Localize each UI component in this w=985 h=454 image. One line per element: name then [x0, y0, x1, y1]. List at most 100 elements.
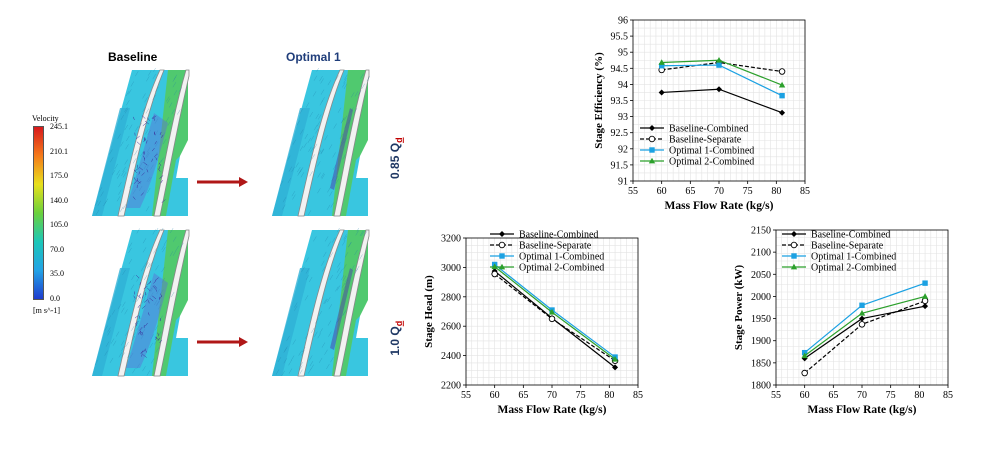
x-axis-label: Mass Flow Rate (kg/s) [665, 200, 774, 212]
recirculation-vector [142, 122, 147, 127]
velocity-field-baseline-085 [92, 68, 190, 217]
velocity-vector [152, 74, 156, 80]
velocity-vector [168, 102, 173, 108]
recirculation-vector [157, 168, 161, 172]
colorbar-title: Velocity [32, 114, 59, 123]
velocity-vector [136, 325, 140, 331]
velocity-vector [315, 318, 319, 324]
marker-triangle [611, 355, 619, 362]
y-axis-label: Stage Power (kW) [733, 264, 745, 350]
velocity-vector [161, 277, 166, 283]
velocity-vector [317, 150, 322, 156]
y-tick-label: 1950 [751, 314, 771, 325]
velocity-vector [173, 236, 177, 242]
velocity-vector [112, 340, 117, 346]
passage-group [272, 228, 370, 377]
velocity-vector [308, 146, 312, 152]
velocity-vector [146, 147, 151, 153]
velocity-vector [94, 359, 99, 365]
velocity-vector [309, 111, 313, 118]
velocity-vector [283, 358, 288, 364]
velocity-vector [348, 241, 352, 248]
marker-diamond [499, 231, 505, 237]
legend-label: Optimal 1-Combined [669, 146, 754, 157]
y-tick-label: 91.5 [611, 160, 629, 171]
velocity-vector [343, 235, 348, 241]
velocity-vector [152, 94, 156, 101]
velocity-vector [115, 331, 120, 337]
y-axis-label: Stage Efficiency (%) [593, 52, 605, 149]
recirculation-vector [137, 181, 142, 185]
velocity-vector [344, 252, 349, 258]
velocity-vector [170, 291, 175, 298]
velocity-vector [304, 133, 308, 140]
series-optimal-2-combined [801, 293, 929, 359]
velocity-vector [313, 125, 318, 131]
velocity-vector [344, 74, 348, 80]
velocity-vector [120, 141, 124, 147]
velocity-vector [132, 368, 136, 374]
velocity-vector [133, 158, 137, 164]
velocity-vector [149, 261, 153, 267]
velocity-vector [317, 333, 321, 339]
separation-zone [126, 113, 168, 208]
velocity-vector [299, 145, 304, 152]
velocity-vector [149, 342, 153, 348]
velocity-vector [141, 298, 146, 304]
velocity-vector [337, 262, 341, 268]
wake-streak [330, 268, 353, 350]
velocity-vector [300, 172, 305, 178]
recirculation-vector [140, 350, 144, 354]
velocity-vector [318, 310, 322, 317]
recirculation-vector [147, 117, 151, 121]
velocity-vector [122, 203, 127, 210]
recirculation-vector [137, 164, 139, 168]
legend: Baseline-CombinedBaseline-SeparateOptima… [782, 230, 896, 274]
velocity-vector [336, 285, 341, 291]
passage-group [92, 68, 190, 217]
recirculation-vector [138, 293, 141, 297]
velocity-vector [112, 169, 116, 175]
velocity-vector [310, 147, 314, 153]
velocity-vector [148, 177, 152, 183]
row-label-085-text: 0.85 Q [387, 142, 402, 179]
colorbar-unit: [m s^-1] [33, 306, 61, 315]
velocity-vector [304, 333, 309, 339]
x-tick-label: 85 [943, 390, 953, 401]
velocity-vector [116, 196, 121, 202]
legend-label: Optimal 1-Combined [811, 252, 896, 263]
velocity-vector [118, 189, 122, 195]
velocity-vector [361, 230, 365, 236]
recirculation-vector [160, 134, 164, 139]
velocity-vector [157, 331, 162, 337]
velocity-vector [342, 154, 346, 160]
marker-circle [498, 241, 506, 249]
velocity-vector [147, 187, 151, 194]
velocity-vector [140, 334, 145, 340]
y-tick-label: 96 [618, 16, 628, 27]
velocity-vector [143, 261, 148, 267]
series-optimal-1-combined [491, 261, 618, 360]
velocity-vector [324, 298, 328, 304]
velocity-vector [339, 268, 343, 275]
velocity-vector [145, 151, 149, 157]
velocity-vector [321, 342, 326, 348]
recirculation-vector [141, 305, 146, 309]
velocity-vector [117, 133, 121, 139]
velocity-vector [175, 245, 179, 252]
velocity-vector [154, 118, 159, 124]
marker-circle [548, 315, 556, 323]
velocity-vector [302, 347, 306, 353]
velocity-vector [156, 300, 160, 306]
velocity-vector [155, 265, 159, 271]
velocity-vector [328, 144, 333, 150]
velocity-vector [160, 157, 164, 163]
velocity-vector [132, 189, 136, 195]
velocity-vector [341, 282, 346, 288]
velocity-vector [146, 76, 150, 82]
velocity-vector [313, 75, 318, 81]
recirculation-vector [138, 331, 141, 335]
velocity-vector [286, 335, 290, 342]
velocity-vector [339, 133, 344, 139]
velocity-vector [342, 240, 346, 246]
